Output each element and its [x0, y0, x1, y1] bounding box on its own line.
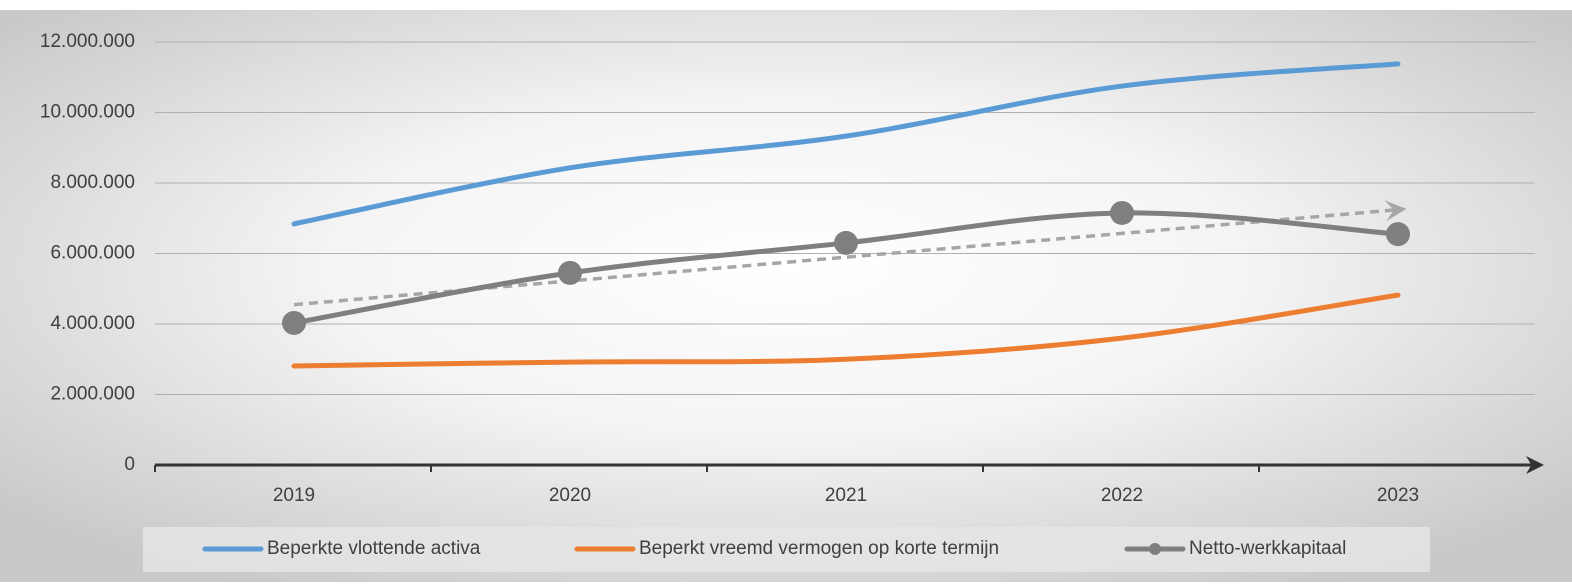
x-tick-label: 2022	[1101, 485, 1143, 506]
y-tick-label: 6.000.000	[50, 243, 135, 264]
marker	[1386, 222, 1410, 247]
x-tick-label: 2023	[1377, 485, 1419, 506]
legend-label: Beperkte vlottende activa	[267, 538, 481, 559]
series-line	[291, 292, 1401, 369]
legend-label: Beperkt vreemd vermogen op korte termijn	[639, 538, 999, 559]
y-tick-label: 8.000.000	[50, 172, 135, 193]
x-tick-label: 2021	[825, 485, 867, 506]
marker	[558, 260, 582, 285]
legend-label: Netto-werkkapitaal	[1189, 538, 1346, 559]
marker	[1110, 200, 1134, 225]
x-tick-label: 2020	[549, 485, 591, 506]
legend-marker	[1149, 543, 1161, 555]
legend-box	[143, 527, 1430, 572]
y-tick-label: 0	[124, 454, 135, 475]
marker	[834, 230, 858, 255]
y-tick-label: 4.000.000	[50, 313, 135, 334]
marker	[282, 310, 306, 335]
y-tick-label: 2.000.000	[50, 384, 135, 405]
series-line	[291, 61, 1401, 227]
y-tick-label: 12.000.000	[40, 31, 135, 52]
y-tick-label: 10.000.000	[40, 102, 135, 123]
x-tick-label: 2019	[273, 485, 315, 506]
background	[0, 10, 1572, 582]
